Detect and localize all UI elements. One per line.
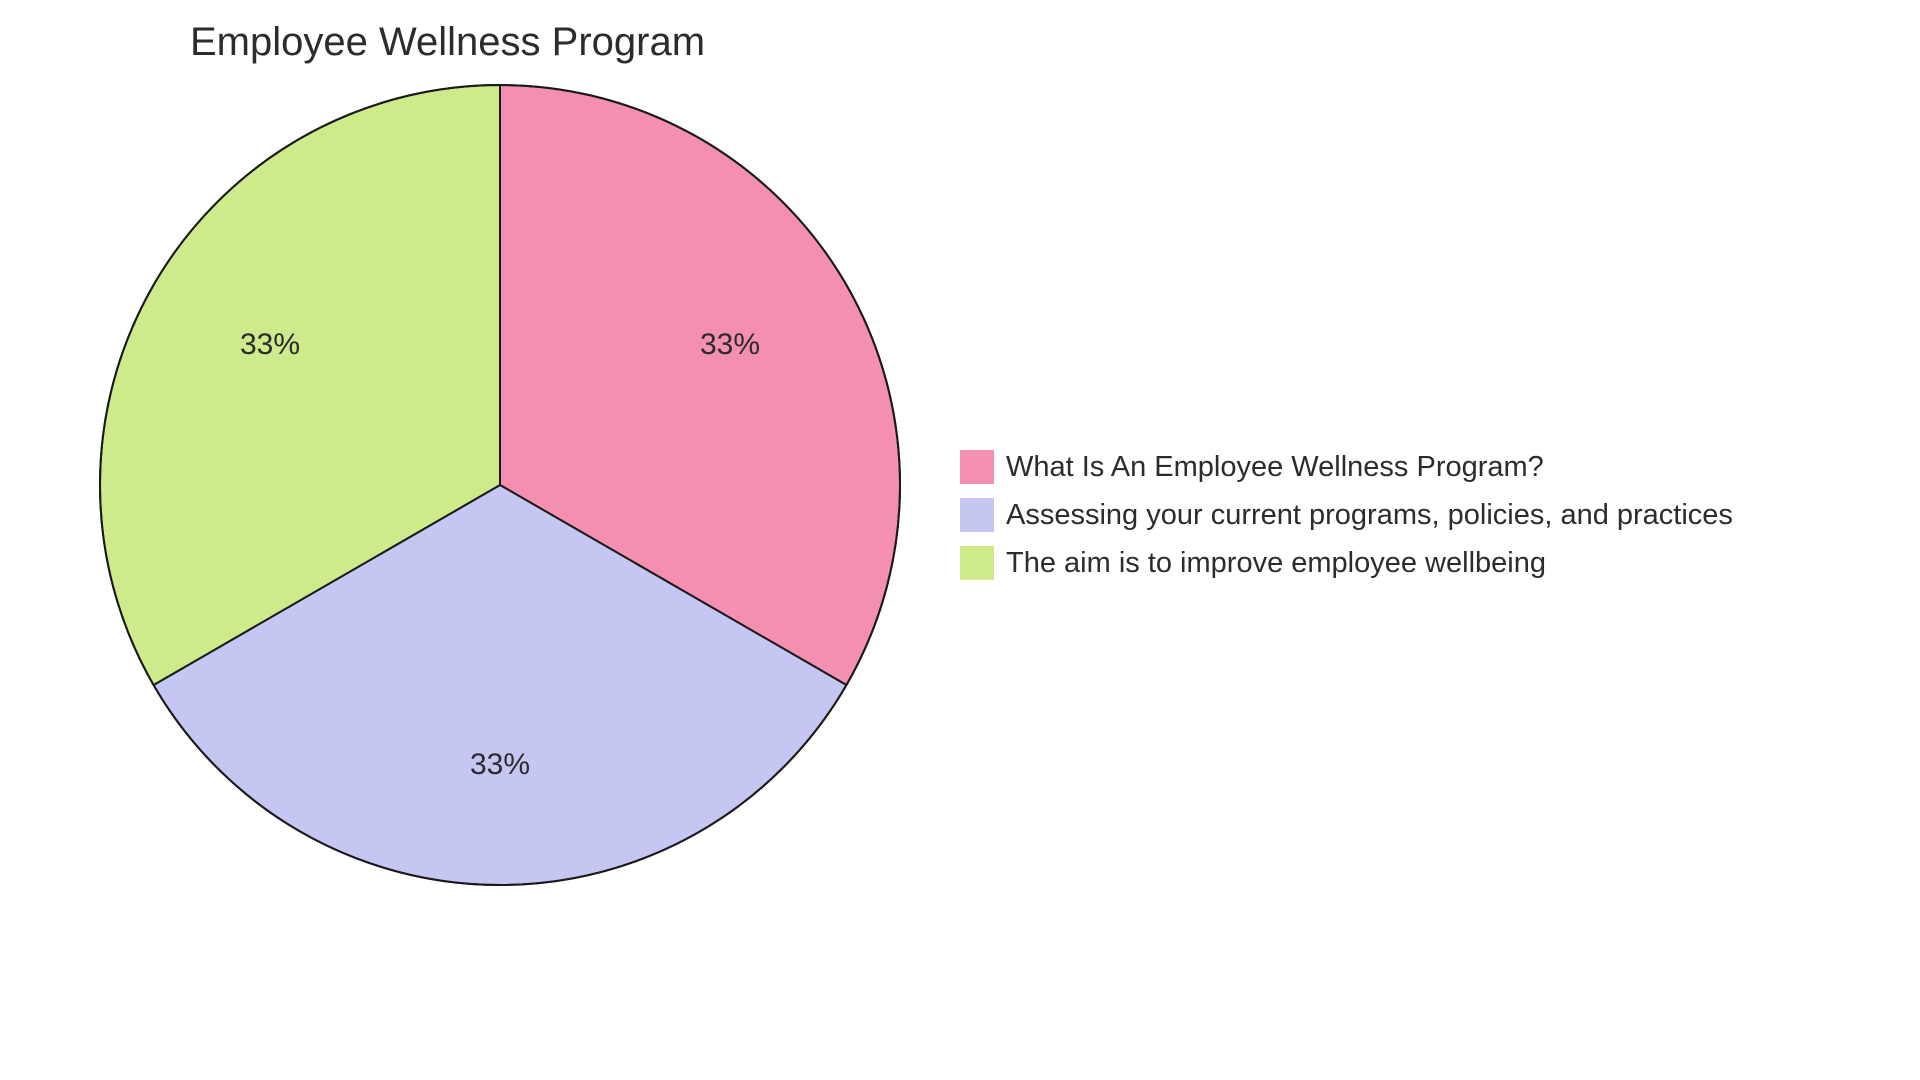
legend-swatch — [960, 546, 994, 580]
slice-percent-label: 33% — [240, 328, 300, 362]
legend-label: What Is An Employee Wellness Program? — [1006, 451, 1544, 484]
legend: What Is An Employee Wellness Program? Ass… — [960, 450, 1733, 580]
legend-label: The aim is to improve employee wellbeing — [1006, 547, 1546, 580]
legend-item: What Is An Employee Wellness Program? — [960, 450, 1733, 484]
legend-swatch — [960, 498, 994, 532]
slice-percent-label: 33% — [470, 748, 530, 782]
chart-title: Employee Wellness Program — [190, 20, 980, 65]
pie-chart: 33% 33% 33% — [90, 75, 910, 895]
slice-percent-label: 33% — [700, 328, 760, 362]
page-root: Employee Wellness Program 33% 33% 33% What… — [0, 0, 1920, 1080]
legend-item: Assessing your current programs, policie… — [960, 498, 1733, 532]
chart-area: Employee Wellness Program 33% 33% 33% — [80, 20, 980, 895]
legend-swatch — [960, 450, 994, 484]
legend-item: The aim is to improve employee wellbeing — [960, 546, 1733, 580]
legend-label: Assessing your current programs, policie… — [1006, 499, 1733, 532]
